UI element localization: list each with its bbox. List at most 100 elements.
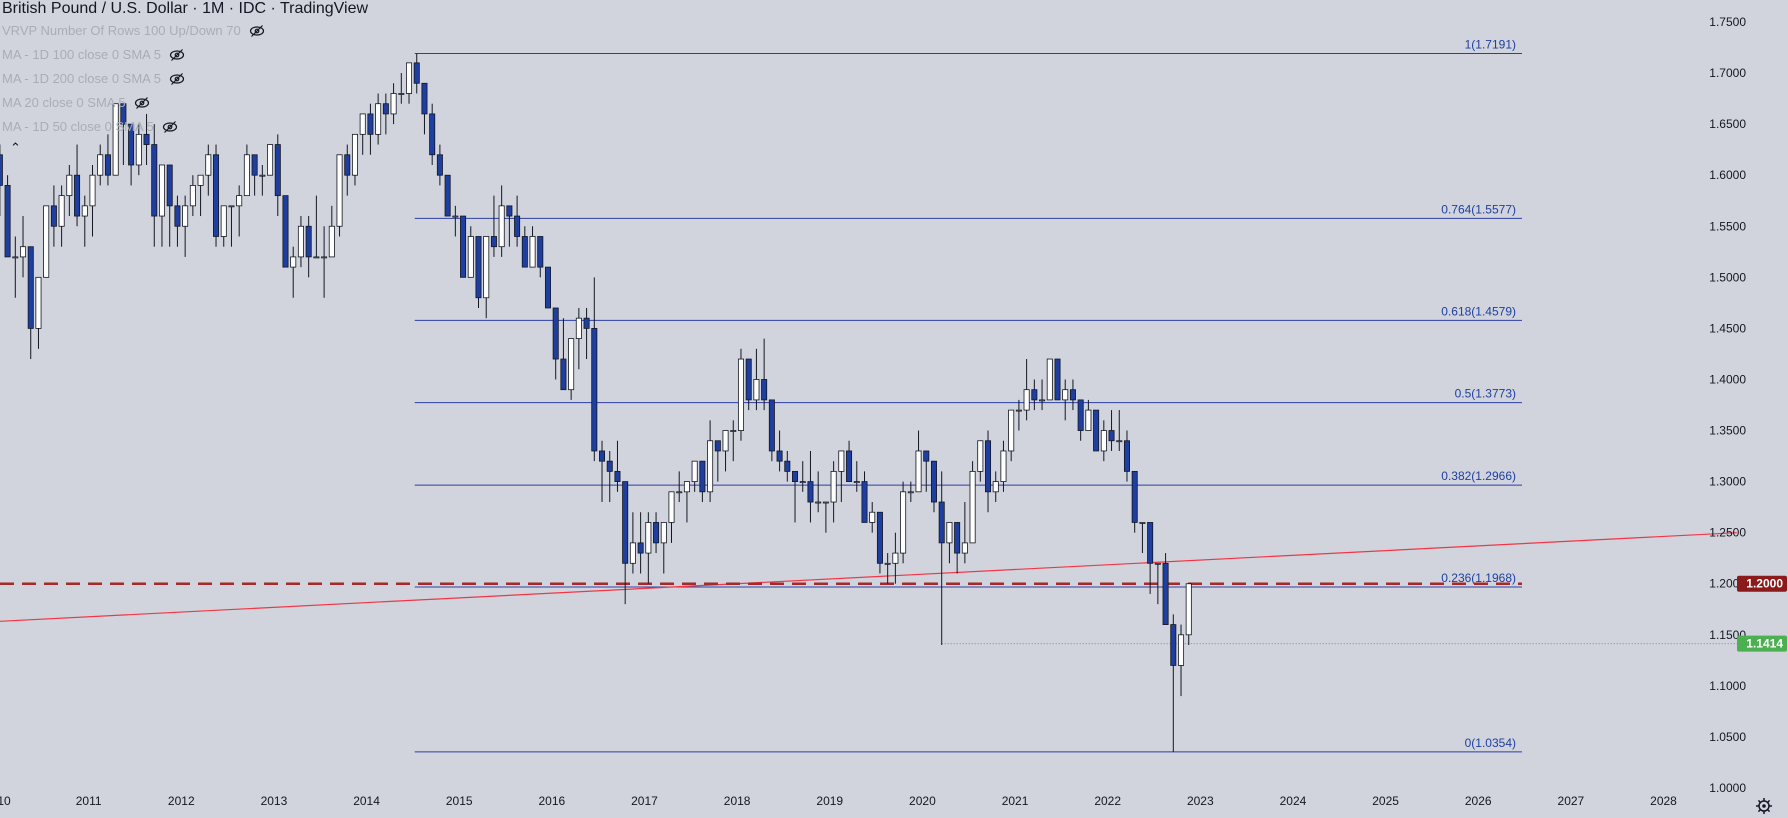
candle[interactable] — [1046, 358, 1053, 401]
candle[interactable] — [20, 216, 27, 278]
candle[interactable] — [876, 511, 883, 574]
candle[interactable] — [992, 471, 999, 503]
candle[interactable] — [104, 134, 111, 186]
candle[interactable] — [89, 164, 96, 237]
candle[interactable] — [938, 471, 945, 646]
candle[interactable] — [351, 133, 358, 186]
candle[interactable] — [35, 276, 42, 349]
candle[interactable] — [182, 195, 189, 257]
candle[interactable] — [954, 522, 961, 574]
candle[interactable] — [799, 461, 806, 492]
trendline[interactable] — [0, 532, 1737, 622]
candle[interactable] — [846, 440, 853, 482]
candle[interactable] — [560, 318, 567, 391]
candle[interactable] — [328, 205, 335, 258]
candle[interactable] — [205, 144, 212, 196]
candle[interactable] — [382, 93, 389, 135]
candle[interactable] — [676, 471, 683, 503]
candle[interactable] — [66, 164, 73, 217]
candle[interactable] — [529, 226, 536, 268]
candle[interactable] — [815, 471, 822, 513]
candle[interactable] — [344, 144, 351, 196]
candle[interactable] — [568, 338, 575, 400]
candle[interactable] — [861, 471, 868, 523]
trendline-layer[interactable] — [0, 532, 1737, 622]
candle[interactable] — [838, 450, 845, 503]
candle[interactable] — [985, 430, 992, 513]
candle[interactable] — [1116, 410, 1123, 451]
candle[interactable] — [1178, 624, 1185, 697]
candle[interactable] — [452, 205, 459, 237]
candle[interactable] — [490, 195, 497, 257]
candle[interactable] — [907, 481, 914, 503]
candle[interactable] — [436, 144, 443, 186]
candle[interactable] — [290, 246, 297, 298]
candle[interactable] — [336, 154, 343, 237]
candle[interactable] — [1031, 379, 1038, 411]
candle[interactable] — [4, 175, 11, 258]
candle[interactable] — [483, 236, 490, 319]
candle[interactable] — [1039, 379, 1046, 411]
candle[interactable] — [282, 195, 289, 268]
candle[interactable] — [622, 481, 629, 605]
candle[interactable] — [722, 430, 729, 472]
candle[interactable] — [637, 512, 644, 574]
candle[interactable] — [220, 205, 227, 247]
candle[interactable] — [398, 73, 405, 104]
candle[interactable] — [120, 103, 127, 165]
candle[interactable] — [946, 522, 953, 564]
candle[interactable] — [406, 62, 413, 104]
candle[interactable] — [1123, 430, 1130, 482]
candle[interactable] — [830, 461, 837, 523]
settings-gear-icon[interactable] — [1756, 798, 1772, 814]
candle[interactable] — [1170, 614, 1177, 752]
candle[interactable] — [143, 113, 150, 165]
candle[interactable] — [521, 226, 528, 268]
candle[interactable] — [552, 307, 559, 380]
candle[interactable] — [413, 53, 420, 94]
candle[interactable] — [367, 103, 374, 155]
candle[interactable] — [297, 216, 304, 268]
candle[interactable] — [514, 195, 521, 247]
candle[interactable] — [653, 512, 660, 554]
candle[interactable] — [745, 358, 752, 411]
time-axis[interactable]: 10 2011 2012 2013 2014 2015 2016 2017 2018 2019 20… — [0, 794, 1677, 808]
candle[interactable] — [977, 440, 984, 482]
candle[interactable] — [97, 144, 104, 186]
candle[interactable] — [1108, 410, 1115, 451]
candle[interactable] — [969, 461, 976, 544]
candle[interactable] — [961, 502, 968, 564]
candle[interactable] — [1139, 522, 1146, 554]
candle[interactable] — [691, 460, 698, 492]
candle[interactable] — [58, 185, 65, 247]
candle[interactable] — [1131, 470, 1138, 533]
candle[interactable] — [251, 154, 258, 196]
candle[interactable] — [776, 430, 783, 472]
candle[interactable] — [274, 134, 281, 217]
candle[interactable] — [197, 174, 204, 217]
candle[interactable] — [645, 512, 652, 584]
candle[interactable] — [43, 205, 50, 278]
candle[interactable] — [74, 144, 81, 227]
candle[interactable] — [213, 144, 220, 247]
candle[interactable] — [112, 103, 119, 176]
candle[interactable] — [81, 195, 88, 247]
candle[interactable] — [151, 124, 158, 247]
candle[interactable] — [1147, 522, 1154, 594]
candle[interactable] — [822, 501, 829, 533]
candle[interactable] — [737, 348, 744, 441]
candle[interactable] — [1054, 358, 1061, 401]
candle[interactable] — [683, 481, 690, 523]
price-level-layer[interactable] — [0, 582, 1746, 645]
candle[interactable] — [321, 226, 328, 298]
candle[interactable] — [699, 460, 706, 503]
candle[interactable] — [892, 532, 899, 584]
candle[interactable] — [460, 215, 467, 278]
price-axis[interactable]: 1.7500 1.7000 1.6500 1.6000 1.5500 1.5000 1.45… — [1709, 15, 1746, 795]
candle[interactable] — [305, 216, 312, 278]
candle[interactable] — [629, 512, 636, 574]
candle[interactable] — [1069, 379, 1076, 411]
candle[interactable] — [591, 277, 598, 462]
candle[interactable] — [599, 440, 606, 503]
